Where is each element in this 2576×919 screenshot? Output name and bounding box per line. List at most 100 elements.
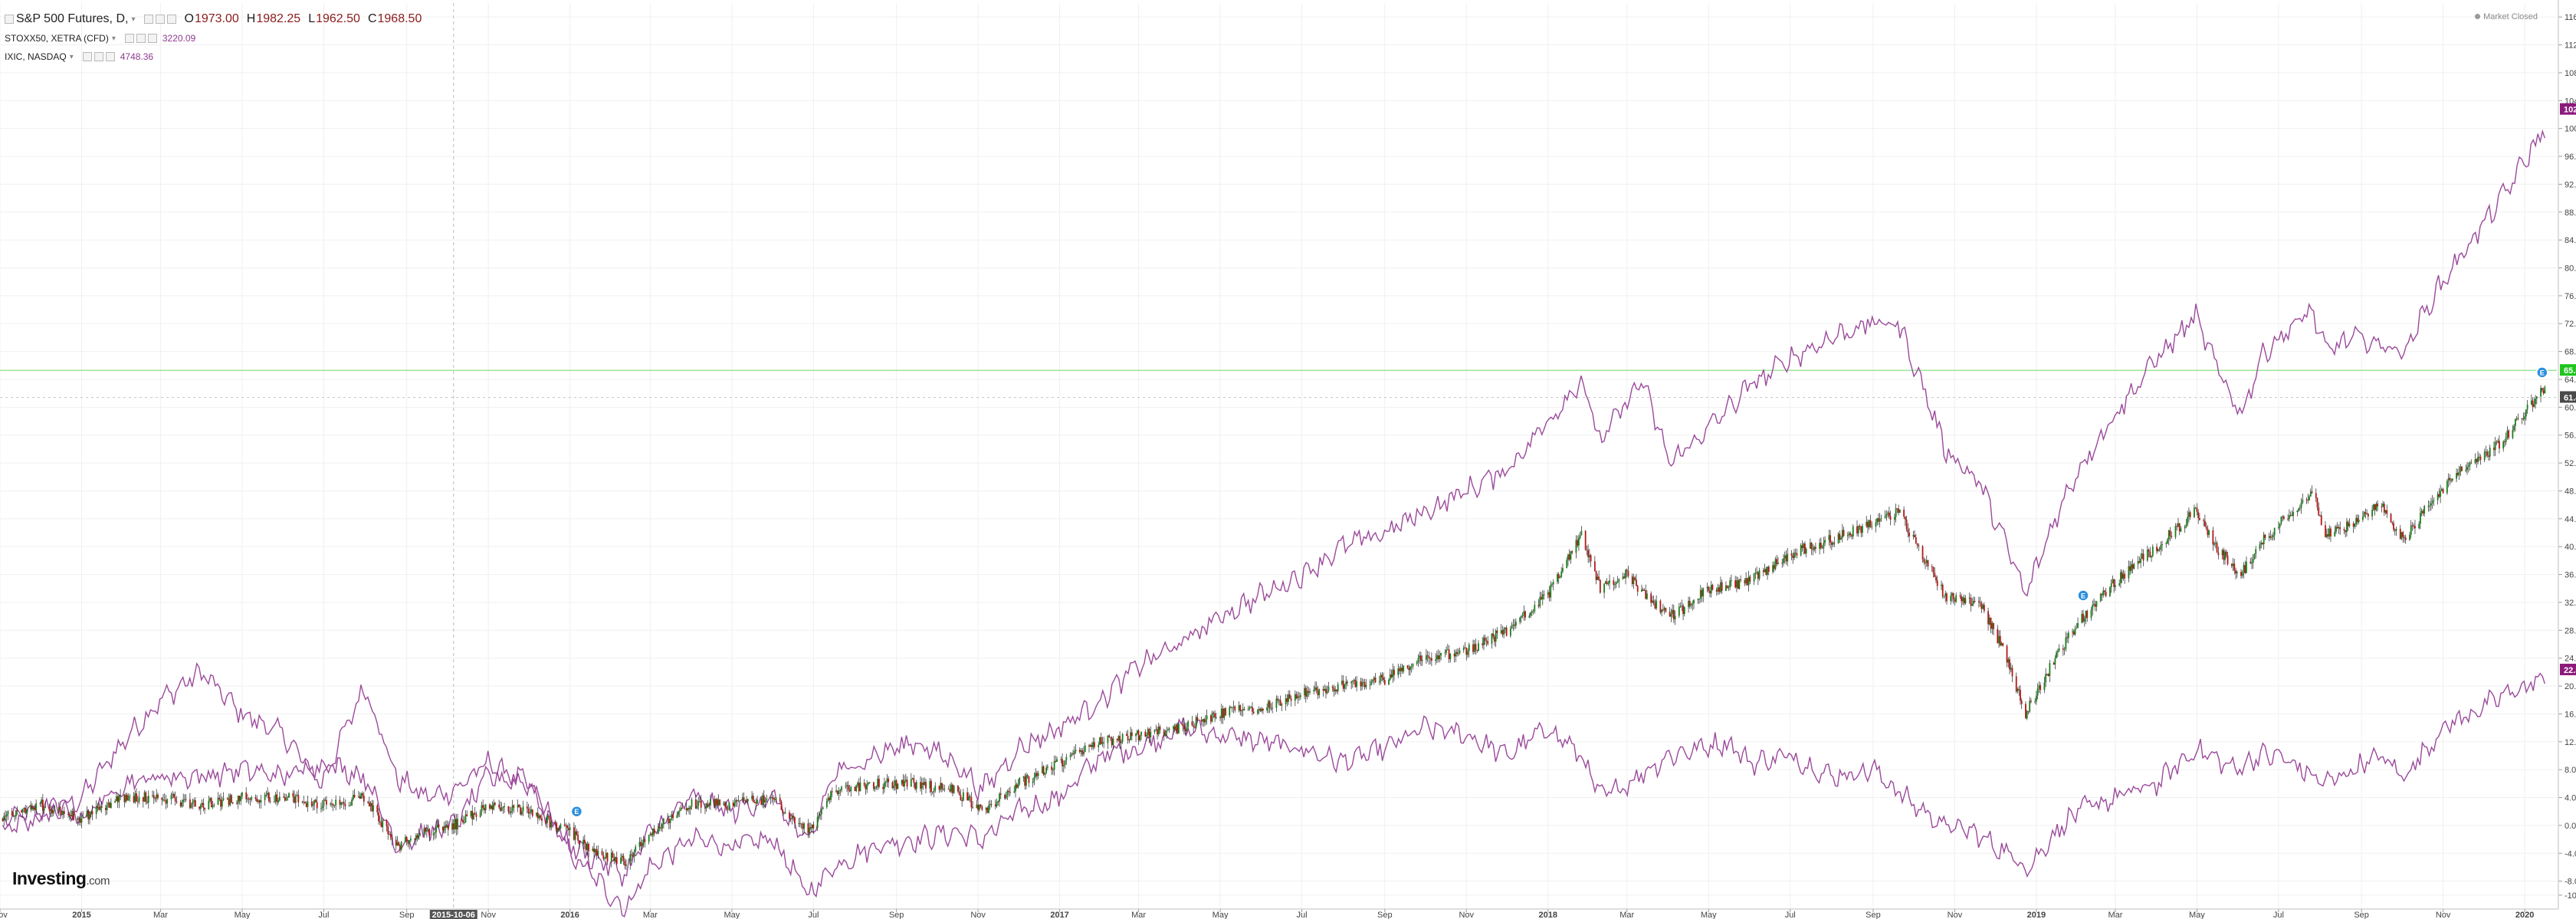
candle-down	[547, 816, 550, 818]
candle-up	[1720, 582, 1721, 592]
visibility-icon[interactable]	[156, 15, 166, 24]
event-marker-icon[interactable]	[570, 805, 583, 818]
nasdaq-title[interactable]: IXIC, NASDAQ	[5, 51, 67, 62]
candle-down	[2291, 514, 2293, 517]
candle-up	[1767, 566, 1768, 575]
candle-up	[835, 790, 837, 793]
candle-up	[2043, 682, 2046, 691]
candle-down	[938, 786, 940, 790]
stoxx50-end-badge	[2560, 663, 2576, 675]
candle-up	[2395, 528, 2397, 531]
settings-icon[interactable]	[144, 15, 154, 24]
y-tick-label: 80.00%	[2565, 264, 2576, 274]
candle-up	[924, 781, 926, 786]
candle-down	[773, 797, 774, 799]
candle-down	[498, 804, 500, 808]
event-marker-icon[interactable]	[2077, 589, 2089, 602]
candle-up	[125, 794, 126, 802]
candle-down	[1279, 700, 1281, 706]
candle-down	[1399, 668, 1400, 671]
candle-up	[904, 781, 905, 786]
candle-up	[2384, 510, 2387, 513]
candle-down	[990, 804, 993, 806]
collapse-toggle[interactable]	[5, 15, 14, 24]
candle-up	[1459, 650, 1461, 654]
candle-up	[2515, 418, 2518, 419]
candle-down	[471, 810, 474, 819]
axis-badges: 2015-10-06 102.75% 65.30% 61.42 22.32%	[429, 103, 2576, 919]
candle-up	[1848, 533, 1850, 536]
candle-down	[1999, 635, 2001, 646]
candle-down	[1183, 726, 1185, 730]
candle-down	[526, 806, 528, 809]
candle-down	[499, 807, 501, 811]
close-icon[interactable]	[105, 52, 115, 61]
candle-down	[1820, 543, 1822, 548]
chevron-down-icon[interactable]: ▾	[131, 15, 136, 24]
candle-up	[850, 786, 852, 792]
candle-down	[727, 809, 729, 810]
candle-up	[1604, 581, 1606, 584]
stoxx50-title[interactable]: STOXX50, XETRA (CFD)	[5, 33, 109, 44]
candle-up	[687, 808, 689, 811]
candle-up	[868, 782, 869, 785]
settings-icon[interactable]	[124, 34, 134, 43]
chevron-down-icon[interactable]: ▾	[111, 34, 116, 43]
candle-up	[2077, 622, 2079, 629]
candle-down	[744, 800, 747, 802]
candle-up	[2437, 494, 2439, 501]
candle-up	[651, 829, 654, 835]
candle-up	[1520, 616, 1522, 618]
sp500-end-badge	[2560, 364, 2576, 376]
candle-up	[330, 803, 332, 805]
candle-down	[585, 843, 587, 851]
candle-up	[2137, 561, 2139, 565]
close-icon[interactable]	[167, 15, 177, 24]
candle-up	[2093, 604, 2095, 606]
candle-up	[1699, 589, 1701, 599]
settings-icon[interactable]	[82, 52, 92, 61]
candle-up	[217, 797, 219, 805]
candle-down	[1954, 599, 1956, 602]
candle-up	[1164, 733, 1167, 737]
y-tick-label: -10.00%	[2565, 891, 2576, 901]
candle-up	[436, 824, 438, 828]
event-marker-icon[interactable]	[2536, 366, 2548, 379]
candle-down	[136, 793, 137, 802]
candle-up	[2115, 585, 2116, 587]
candle-up	[2029, 701, 2031, 712]
candle-down	[1796, 553, 1798, 556]
chevron-down-icon[interactable]: ▾	[69, 52, 74, 61]
close-icon[interactable]	[147, 34, 157, 43]
candle-up	[1045, 767, 1048, 773]
y-tick-label: 40.00%	[2565, 543, 2576, 552]
candle-up	[2130, 564, 2132, 571]
candle-up	[1186, 727, 1188, 732]
candle-up	[1195, 717, 1197, 727]
candle-up	[2309, 496, 2310, 501]
candle-down	[1225, 708, 1226, 716]
candle-up	[457, 819, 458, 829]
visibility-icon[interactable]	[94, 52, 103, 61]
visibility-icon[interactable]	[136, 34, 146, 43]
candle-down	[1590, 555, 1592, 562]
candle-up	[1625, 569, 1626, 579]
candle-down	[294, 796, 295, 803]
candle-up	[1060, 759, 1062, 760]
candle-down	[2318, 507, 2320, 516]
candle-up	[1784, 555, 1786, 559]
candle-down	[1688, 600, 1691, 606]
candle-down	[179, 802, 182, 807]
candle-up	[2526, 404, 2528, 410]
candle-up	[2474, 459, 2476, 464]
candle-up	[260, 800, 262, 803]
symbol-title[interactable]: S&P 500 Futures, D,	[16, 12, 129, 25]
candle-up	[950, 784, 953, 792]
candle-up	[2535, 399, 2536, 405]
candle-up	[1041, 766, 1043, 773]
candle-down	[2347, 521, 2349, 527]
candle-up	[1758, 570, 1761, 579]
candle-up	[2058, 648, 2060, 652]
candle-down	[527, 808, 530, 814]
